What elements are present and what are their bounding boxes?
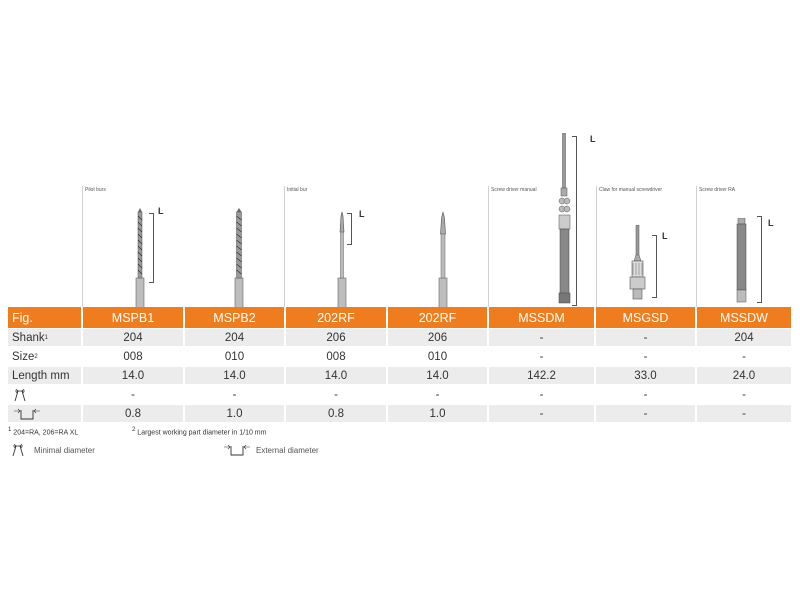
header-fig-label: Fig. [8, 307, 81, 328]
table-cell: - [539, 388, 544, 401]
table-cell: - [131, 388, 135, 401]
table-cell: 204 [185, 329, 284, 346]
row-label-minimal-diameter [8, 386, 81, 403]
group-label-screw-driver-manual: Screw driver manual [491, 187, 537, 193]
table-cell: - [232, 388, 237, 401]
legend-minimal-diameter-icon [12, 443, 24, 457]
table-cell: 142.2 [489, 367, 594, 384]
row-label-shank: Shank 1 [8, 329, 81, 346]
legend-minimal-diameter: Minimal diameter [34, 446, 95, 455]
tool-image-msgsd [629, 225, 646, 300]
minimal-diameter-icon [14, 388, 26, 401]
footnote-shank: 1 204=RA, 206=RA XL [8, 427, 79, 437]
length-marker-l-202rf: L [359, 209, 365, 219]
table-cell: 0.8 [83, 405, 183, 422]
tool-image-mspb1 [135, 208, 145, 308]
table-cell: - [489, 329, 594, 346]
table-cell: 206 [286, 329, 386, 346]
table-cell: 008 [326, 350, 346, 363]
length-bracket-mssdw [757, 216, 762, 303]
table-row-size: Size 2 008 010 008 010 - - - [8, 348, 791, 365]
table-cell: 14.0 [185, 367, 284, 384]
column-header-mspb1: MSPB1 [83, 307, 183, 328]
table-cell: 14.0 [83, 367, 183, 384]
table-row-external-diameter: 0.8 1.0 0.8 1.0 - - - [8, 405, 791, 422]
table-row-length: Length mm 14.0 14.0 14.0 14.0 142.2 33.0… [8, 367, 791, 384]
tool-image-mspb2 [234, 208, 244, 308]
table-cell: 14.0 [388, 367, 487, 384]
table-cell: 010 [427, 350, 448, 363]
footnote-size: 2 Largest working part diameter in 1/10 … [132, 427, 267, 437]
tool-image-202rf-008 [337, 211, 347, 308]
length-marker-l: L [158, 206, 164, 216]
table-cell: - [643, 388, 648, 401]
length-marker-l-msgsd: L [662, 231, 668, 241]
length-bracket-msgsd [652, 235, 657, 298]
column-header-mspb2: MSPB2 [185, 307, 284, 328]
column-header-mssdm: MSSDM [489, 307, 594, 328]
table-cell: 33.0 [596, 367, 695, 384]
group-label-claw: Claw for manual screwdriver [599, 187, 663, 193]
table-cell: 1.0 [388, 405, 487, 422]
table-cell: 204 [697, 329, 791, 346]
table-cell: 14.0 [286, 367, 386, 384]
table-cell: - [334, 388, 338, 401]
legend-external-diameter: External diameter [256, 446, 319, 455]
group-divider-claw [596, 186, 597, 307]
tool-image-mssdw [736, 218, 747, 303]
group-label-pilot-burs: Pilot burs [85, 187, 106, 193]
group-divider-initial [284, 186, 285, 307]
row-label-external-diameter [8, 405, 81, 422]
external-diameter-icon [14, 408, 40, 419]
column-header-mssdw: MSSDW [697, 307, 791, 328]
group-divider-screwdriver-manual [488, 186, 489, 307]
table-row-shank: Shank 1 204 204 206 206 - - 204 [8, 329, 791, 346]
length-bracket-mspb1 [149, 213, 154, 283]
table-cell: - [643, 350, 648, 363]
column-header-202rf-2: 202RF [388, 307, 487, 328]
table-cell: 1.0 [185, 405, 284, 422]
group-divider-screwdriver-ra [696, 186, 697, 307]
length-bracket-202rf [347, 213, 352, 245]
table-cell: - [596, 405, 695, 422]
table-cell: 204 [83, 329, 183, 346]
length-bracket-mssdm [572, 136, 577, 306]
table-cell: 0.8 [286, 405, 386, 422]
table-cell: - [539, 350, 544, 363]
group-divider-pilot [82, 186, 83, 307]
column-header-msgsd: MSGSD [596, 307, 695, 328]
legend-external-diameter-icon [224, 444, 250, 456]
table-cell: 008 [123, 350, 143, 363]
tool-image-mssdm [558, 133, 571, 304]
table-row-minimal-diameter: - - - - - - - [8, 386, 791, 403]
column-header-202rf-1: 202RF [286, 307, 386, 328]
table-cell: - [697, 405, 791, 422]
group-label-screw-driver-ra: Screw driver RA [699, 187, 736, 193]
tool-image-202rf-010 [438, 211, 448, 308]
group-label-initial-bur: Initial bur [287, 187, 308, 193]
row-label-length: Length mm [8, 367, 81, 384]
table-cell: - [596, 329, 695, 346]
table-header-row: Fig. MSPB1 MSPB2 202RF 202RF MSSDM MSGSD… [8, 307, 791, 328]
table-cell: 24.0 [697, 367, 791, 384]
length-marker-l-mssdm: L [590, 134, 596, 144]
table-cell: 206 [388, 329, 487, 346]
table-cell: - [435, 388, 440, 401]
row-label-size: Size 2 [12, 350, 38, 363]
table-cell: - [489, 405, 594, 422]
length-marker-l-mssdw: L [768, 218, 774, 228]
table-cell: - [742, 388, 746, 401]
table-cell: 010 [224, 350, 245, 363]
table-cell: - [742, 350, 746, 363]
